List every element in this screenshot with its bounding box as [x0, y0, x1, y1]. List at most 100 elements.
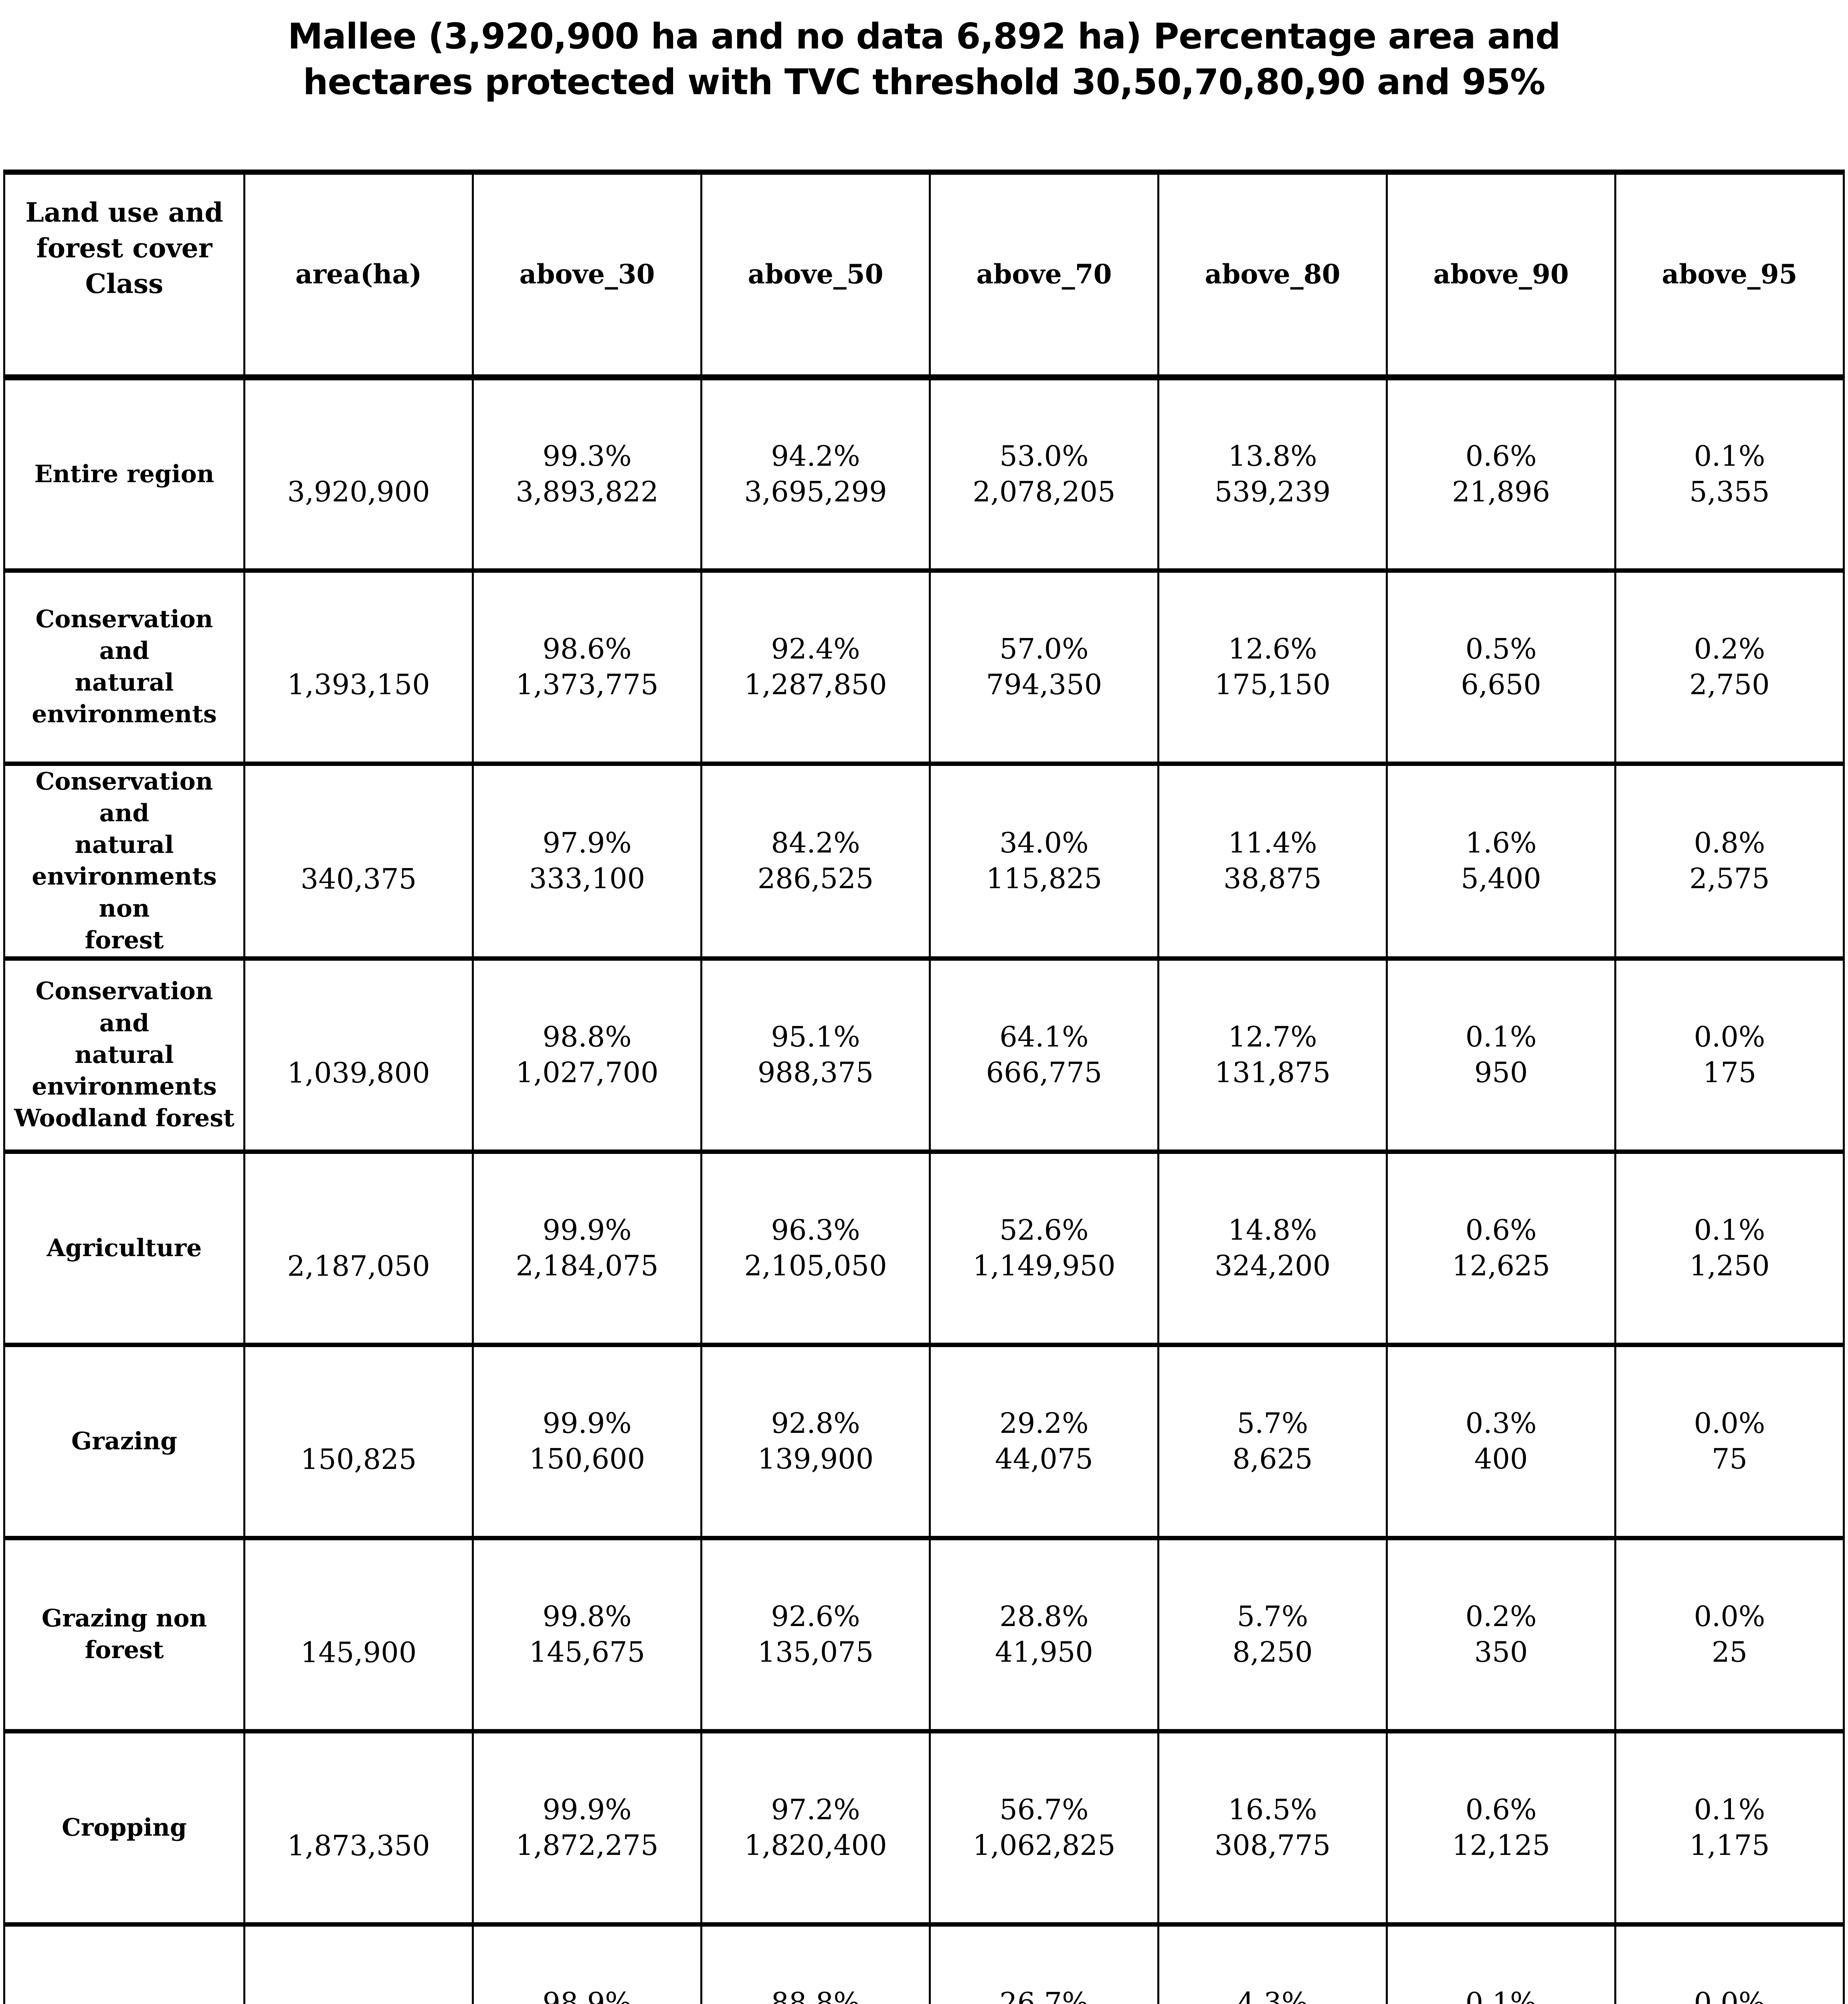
percent-value: 0.2% [1465, 1600, 1537, 1633]
hectares-value: 115,825 [986, 862, 1102, 895]
percent-value: 0.1% [1694, 1213, 1765, 1246]
row-label: Irrigation [3, 1922, 245, 2004]
hectares-value: 539,239 [1214, 475, 1331, 509]
row-label: Conservation and natural environments no… [3, 761, 245, 961]
hectares-value: 1,175 [1689, 1829, 1770, 1862]
percent-value: 34.0% [999, 826, 1089, 859]
hectares-value: 2,184,075 [516, 1249, 659, 1283]
area-cell: 145,900 [243, 1535, 474, 1733]
threshold-cell: 12.7% 131,875 [1157, 956, 1388, 1154]
threshold-cell: 0.8% 2,575 [1614, 761, 1845, 961]
hectares-value: 333,100 [529, 862, 645, 895]
threshold-cell: 0.0%0 [1614, 1922, 1845, 2004]
area-value: 1,393,150 [287, 668, 430, 701]
hectares-value: 2,078,205 [973, 475, 1116, 509]
row-label: Grazing [3, 1342, 245, 1540]
threshold-cell: 99.9% 2,184,075 [472, 1149, 702, 1347]
threshold-cell: 0.1%100 [1386, 1922, 1616, 2004]
hectares-value: 150,600 [529, 1442, 645, 1476]
threshold-cell: 0.0% 75 [1614, 1342, 1845, 1540]
percent-value: 88.8% [771, 1986, 860, 2004]
hectares-value: 3,695,299 [744, 475, 887, 509]
table-row: Entire region 3,920,900 99.3% 3,893,822 94.2… [3, 375, 1845, 573]
threshold-cell: 56.7% 1,062,825 [929, 1729, 1159, 1927]
percent-value: 0.6% [1465, 1793, 1537, 1826]
hectares-value: 2,750 [1689, 668, 1770, 701]
threshold-cell: 97.2% 1,820,400 [700, 1729, 931, 1927]
hectares-value: 666,775 [986, 1056, 1102, 1089]
threshold-cell: 52.6% 1,149,950 [929, 1149, 1159, 1347]
hectares-value: 1,149,950 [973, 1249, 1116, 1283]
threshold-cell: 0.2% 2,750 [1614, 568, 1845, 766]
percent-value: 16.5% [1228, 1793, 1317, 1826]
percent-value: 26.7% [999, 1986, 1089, 2004]
percent-value: 64.1% [999, 1020, 1089, 1053]
percent-value: 13.8% [1228, 439, 1317, 473]
threshold-cell: 94.2% 3,695,299 [700, 375, 931, 573]
threshold-cell: 53.0% 2,078,205 [929, 375, 1159, 573]
row-label: Conservation and natural environments [3, 568, 245, 766]
percent-value: 28.8% [999, 1600, 1089, 1633]
page-title: Mallee (3,920,900 ha and no data 6,892 h… [287, 16, 1561, 103]
hectares-value: 988,375 [757, 1056, 874, 1089]
percent-value: 1.6% [1465, 826, 1537, 859]
hectares-value: 139,900 [757, 1442, 874, 1476]
percent-value: 92.6% [771, 1600, 860, 1633]
percent-value: 98.6% [542, 632, 632, 665]
column-header: area(ha) [243, 170, 474, 380]
percent-value: 5.7% [1237, 1600, 1308, 1633]
threshold-cell: 95.1% 988,375 [700, 956, 931, 1154]
column-header: above_80 [1157, 170, 1388, 380]
hectares-value: 1,820,400 [744, 1829, 887, 1862]
area-value: 150,825 [300, 1442, 417, 1476]
percent-value: 0.0% [1694, 1406, 1765, 1440]
percent-value: 0.8% [1694, 826, 1765, 859]
row-label: Conservation and natural environments Wo… [3, 956, 245, 1154]
percent-value: 94.2% [771, 439, 860, 473]
percent-value: 96.3% [771, 1213, 860, 1246]
hectares-value: 324,200 [1214, 1249, 1331, 1283]
percent-value: 0.3% [1465, 1406, 1537, 1440]
percent-value: 0.5% [1465, 632, 1537, 665]
percent-value: 0.0% [1694, 1020, 1765, 1053]
percent-value: 53.0% [999, 439, 1089, 473]
table-row: Irrigation158,50098.9%156,82588.8%140,80… [3, 1922, 1845, 2004]
area-value: 145,900 [300, 1636, 417, 1669]
hectares-value: 5,355 [1689, 475, 1770, 509]
percent-value: 11.4% [1228, 826, 1317, 859]
percent-value: 97.9% [542, 826, 632, 859]
hectares-value: 2,575 [1689, 862, 1770, 895]
hectares-value: 3,893,822 [516, 475, 659, 509]
percent-value: 0.1% [1694, 439, 1765, 473]
hectares-value: 1,062,825 [973, 1829, 1116, 1862]
report-page: Mallee (3,920,900 ha and no data 6,892 h… [0, 14, 1848, 2004]
threshold-cell: 1.6% 5,400 [1386, 761, 1616, 961]
hectares-value: 8,250 [1232, 1636, 1313, 1669]
threshold-cell: 97.9% 333,100 [472, 761, 702, 961]
threshold-cell: 0.1% 950 [1386, 956, 1616, 1154]
area-value: 3,920,900 [287, 475, 430, 509]
table-header: Land use and forest cover Class area(ha) a… [3, 170, 1845, 380]
hectares-value: 44,075 [995, 1442, 1093, 1476]
threshold-cell: 99.9% 1,872,275 [472, 1729, 702, 1927]
threshold-cell: 26.7%42,375 [929, 1922, 1159, 2004]
table-row: Conservation and natural environments Wo… [3, 956, 1845, 1154]
percent-value: 12.7% [1228, 1020, 1317, 1053]
row-label: Grazing non forest [3, 1535, 245, 1733]
percent-value: 92.4% [771, 632, 860, 665]
percent-value: 98.9% [542, 1986, 632, 2004]
hectares-value: 175 [1702, 1056, 1757, 1089]
threshold-cell: 0.6% 21,896 [1386, 375, 1616, 573]
area-cell: 1,873,350 [243, 1729, 474, 1927]
percent-value: 84.2% [771, 826, 860, 859]
threshold-cell: 4.3%6,775 [1157, 1922, 1388, 2004]
table-header-row: Land use and forest cover Class area(ha) a… [3, 170, 1845, 380]
hectares-value: 6,650 [1461, 668, 1541, 701]
threshold-cell: 0.6% 12,625 [1386, 1149, 1616, 1347]
area-value: 2,187,050 [287, 1249, 430, 1283]
threshold-cell: 92.6% 135,075 [700, 1535, 931, 1733]
table-row: Grazing 150,825 99.9% 150,600 92.8% 139,900 29… [3, 1342, 1845, 1540]
threshold-cell: 5.7% 8,250 [1157, 1535, 1388, 1733]
threshold-cell: 0.1% 5,355 [1614, 375, 1845, 573]
table-row: Agriculture 2,187,050 99.9% 2,184,075 96.3% 2… [3, 1149, 1845, 1347]
